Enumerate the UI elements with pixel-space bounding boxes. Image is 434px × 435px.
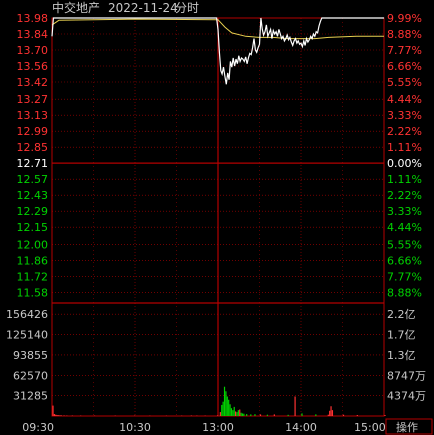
volume-tick-label: 156426 [6,308,48,321]
price-tick-label: 11.72 [17,270,49,283]
percent-tick-label: 7.77% [387,270,422,283]
operate-button[interactable]: 操作 [385,418,433,435]
volume-amount-label: 8747万 [387,369,426,382]
percent-tick-label: 4.44% [387,93,422,106]
time-tick-label: 10:30 [119,421,151,434]
price-tick-label: 11.58 [17,286,49,299]
volume-tick-label: 31285 [13,390,48,403]
volume-amount-label: 2.2亿 [387,308,416,321]
percent-tick-label: 2.22% [387,125,422,138]
price-tick-label: 13.56 [17,60,49,73]
time-tick-label: 09:30 [22,421,54,434]
volume-axis-labels: 156426 125140 93855 62570 31285 [6,308,48,402]
price-tick-label: 12.00 [17,238,49,251]
price-tick-label: 12.71 [17,157,49,170]
volume-amount-label: 1.7亿 [387,329,416,342]
price-tick-label: 12.99 [17,125,49,138]
price-tick-label: 13.13 [17,109,49,122]
price-tick-label: 13.84 [17,28,49,41]
grid-lines [51,17,385,417]
price-tick-label: 12.43 [17,189,49,202]
price-tick-label: 13.98 [17,12,49,25]
price-tick-label: 12.29 [17,205,49,218]
time-axis-labels: 09:30 10:30 13:00 14:00 15:00 [22,421,385,434]
chart-date: 2022-11-24 [108,1,178,15]
price-tick-label: 13.70 [17,44,49,57]
volume-tick-label: 62570 [13,369,48,382]
percent-tick-label: 8.88% [387,28,422,41]
time-tick-label: 15:00 [354,421,386,434]
price-tick-label: 11.86 [17,254,49,267]
percent-tick-label: 0.00% [387,157,422,170]
operate-button-frame[interactable] [385,418,433,435]
operate-button-label[interactable]: 操作 [396,420,418,434]
percent-tick-label: 4.44% [387,221,422,234]
volume-amount-label: 4374万 [387,390,426,403]
time-tick-label: 14:00 [285,421,317,434]
percent-tick-label: 1.11% [387,141,422,154]
chart-header: 中交地产 2022-11-24 分时 [52,0,199,15]
percent-axis-labels: 9.99% 8.88% 7.77% 6.66% 5.55% 4.44% 3.33% 2.22%… [387,12,422,299]
percent-tick-label: 5.55% [387,76,422,89]
chart-mode: 分时 [175,1,199,15]
percent-tick-label: 6.66% [387,60,422,73]
volume-amount-labels: 2.2亿 1.7亿 1.3亿 8747万 4374万 [387,308,426,402]
price-tick-label: 12.85 [17,141,49,154]
stock-name: 中交地产 [52,0,100,15]
price-tick-label: 13.42 [17,76,49,89]
percent-tick-label: 7.77% [387,44,422,57]
volume-tick-label: 125140 [6,329,48,342]
time-tick-label: 13:00 [202,421,234,434]
price-tick-label: 12.15 [17,221,49,234]
price-axis-labels: 13.98 13.84 13.70 13.56 13.42 13.27 13.13 12.99… [17,12,49,299]
volume-amount-label: 1.3亿 [387,349,416,362]
price-tick-label: 12.57 [17,173,49,186]
percent-tick-label: 9.99% [387,12,422,25]
price-line [51,17,384,85]
percent-tick-label: 6.66% [387,254,422,267]
price-tick-label: 13.27 [17,93,49,106]
percent-tick-label: 1.11% [387,173,422,186]
percent-tick-label: 2.22% [387,189,422,202]
percent-tick-label: 3.33% [387,109,422,122]
percent-tick-label: 5.55% [387,238,422,251]
percent-tick-label: 3.33% [387,205,422,218]
volume-tick-label: 93855 [13,349,48,362]
volume-bars [52,386,386,416]
percent-tick-label: 8.88% [387,286,422,299]
